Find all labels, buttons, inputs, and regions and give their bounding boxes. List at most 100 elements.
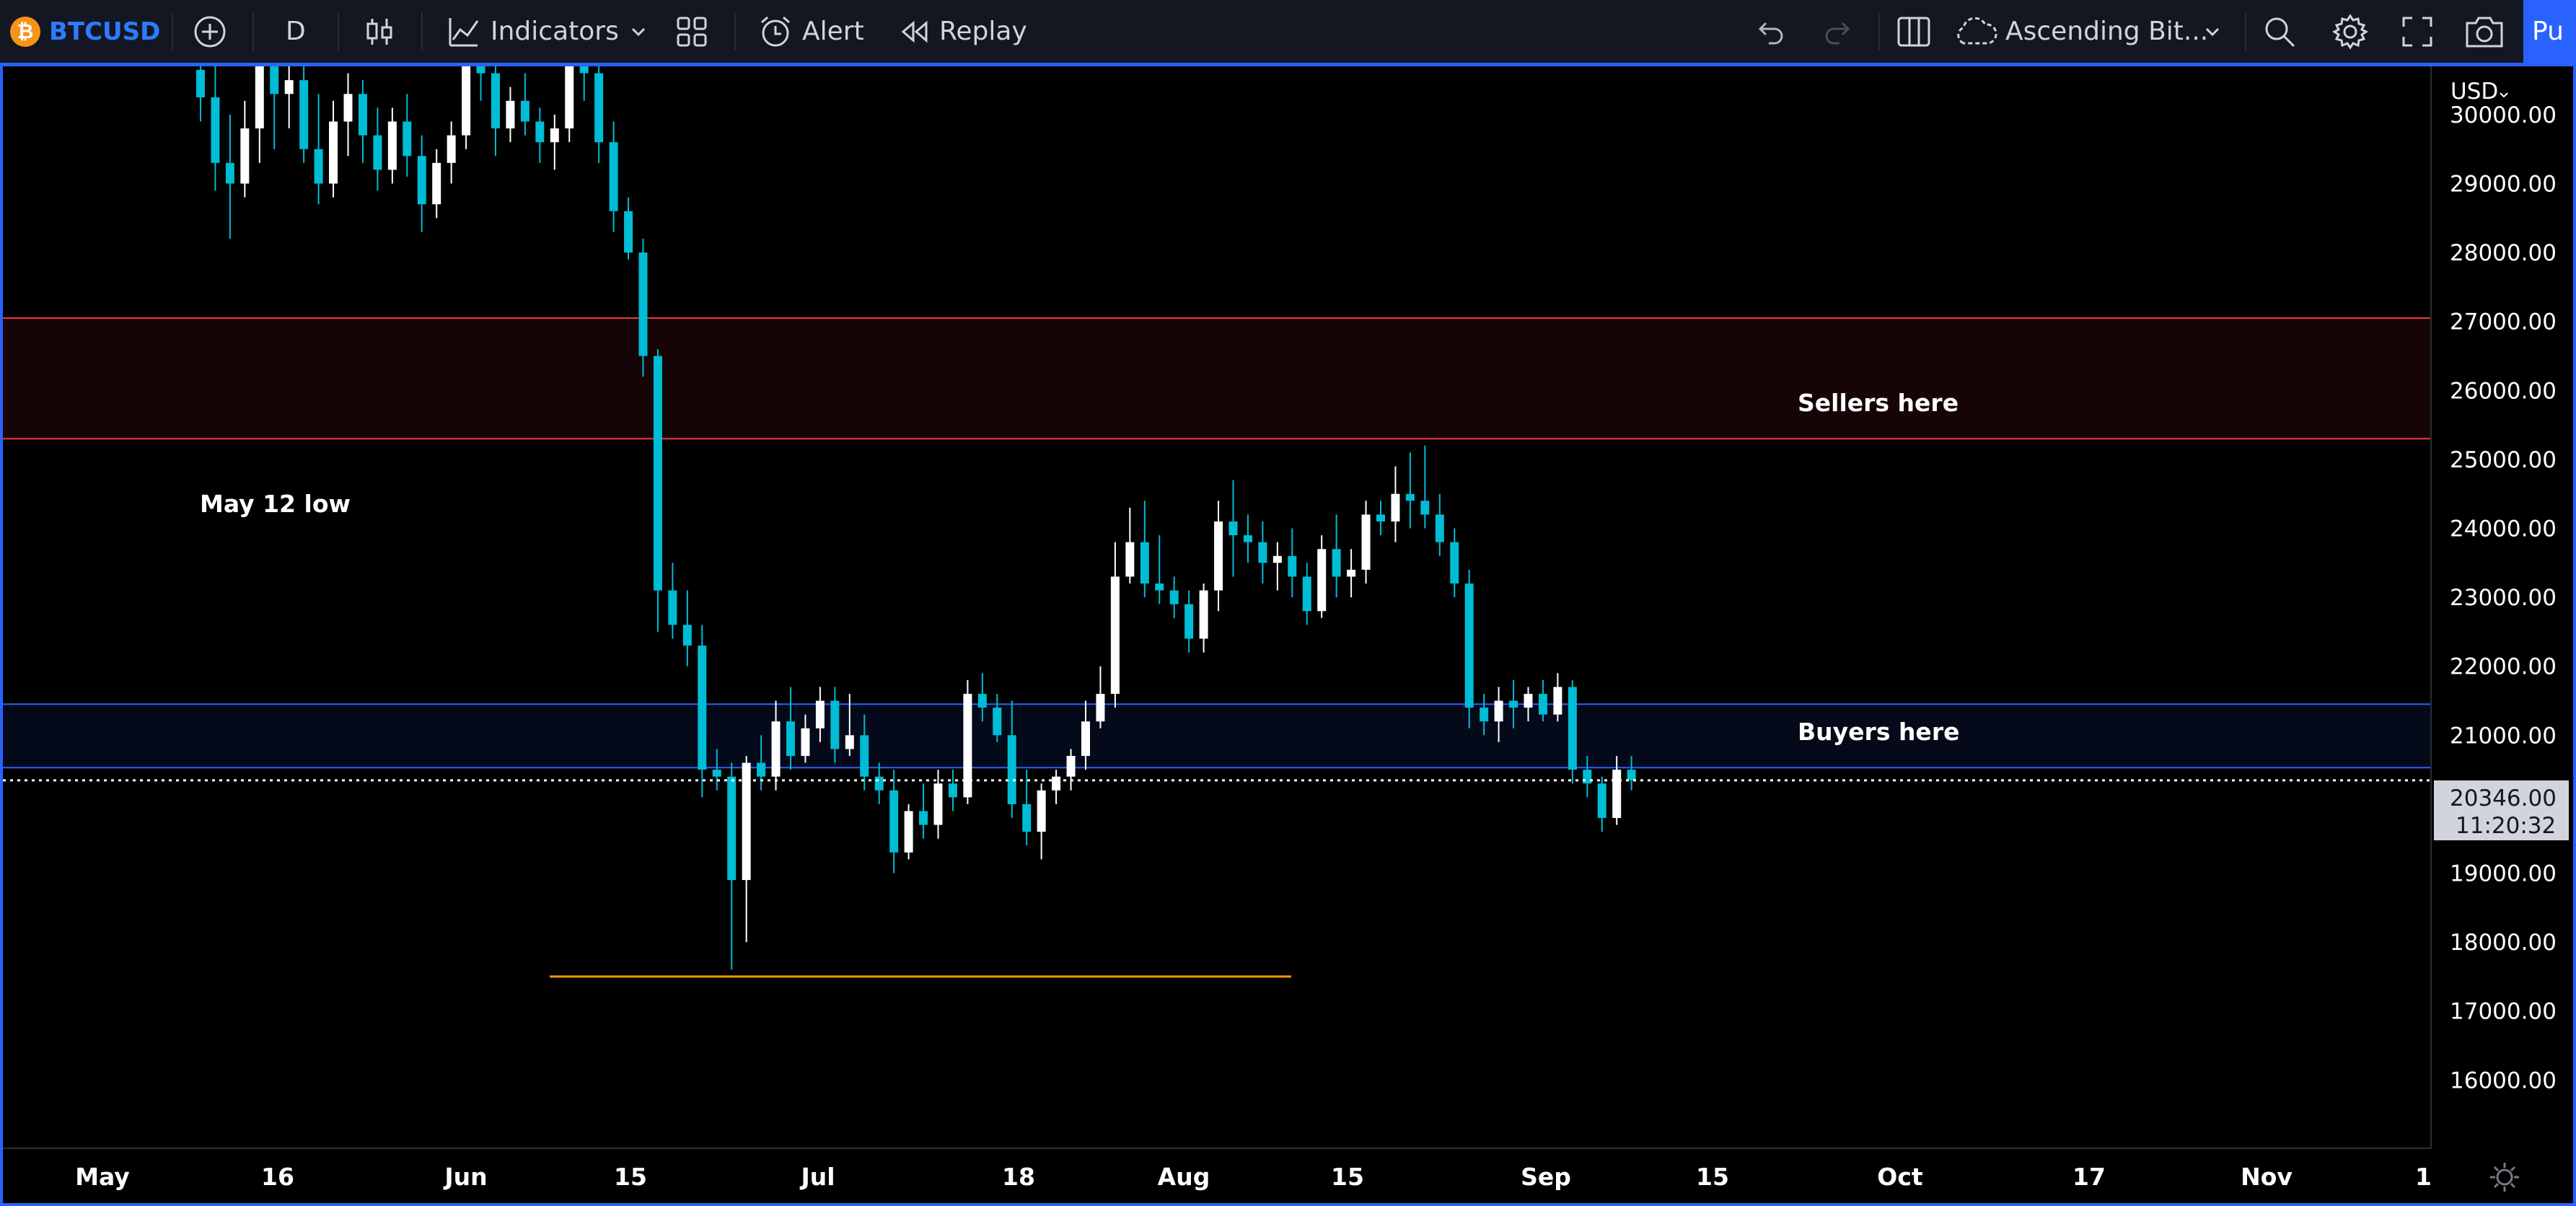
price-tick-label[interactable]: 26000.00 (2450, 378, 2557, 404)
price-tick-label[interactable]: 28000.00 (2450, 240, 2557, 266)
candle[interactable] (1096, 666, 1105, 729)
candle[interactable] (387, 107, 397, 184)
candle[interactable] (1524, 687, 1533, 722)
candle[interactable] (933, 770, 943, 839)
candle[interactable] (889, 770, 899, 873)
candle[interactable] (801, 714, 810, 763)
candle[interactable] (1155, 535, 1164, 604)
candle[interactable] (329, 100, 338, 198)
candle[interactable] (1007, 700, 1016, 819)
layout-name-button[interactable]: Ascending Bit... (1953, 0, 2208, 63)
candle[interactable] (1405, 452, 1415, 529)
chart-type-button[interactable] (362, 0, 397, 63)
add-symbol-button[interactable] (192, 0, 228, 63)
candle[interactable] (1612, 756, 1622, 825)
candle[interactable] (535, 107, 545, 163)
interval-button[interactable]: D (286, 0, 306, 63)
candle[interactable] (1435, 493, 1444, 556)
alert-button[interactable]: Alert (757, 0, 864, 63)
may-low-annotation[interactable]: May 12 low (200, 490, 351, 518)
candle[interactable] (491, 66, 500, 157)
candle[interactable] (1228, 480, 1238, 577)
indicators-button[interactable]: Indicators (446, 0, 619, 63)
candle[interactable] (1081, 700, 1090, 770)
candle[interactable] (1288, 528, 1297, 598)
candle[interactable] (815, 687, 825, 742)
candle[interactable] (742, 756, 751, 943)
time-tick-label[interactable]: Jun (443, 1163, 487, 1191)
candle[interactable] (1597, 776, 1606, 832)
candle[interactable] (993, 693, 1002, 742)
time-tick-label[interactable]: Nov (2241, 1163, 2293, 1191)
layout-dropdown[interactable] (2203, 0, 2222, 63)
candle[interactable] (1125, 507, 1135, 584)
time-tick-label[interactable]: 17 (2072, 1163, 2106, 1191)
time-tick-label[interactable]: 18 (1002, 1163, 1035, 1191)
zone-buyers[interactable] (3, 704, 2431, 768)
candle[interactable] (1214, 501, 1223, 612)
candle[interactable] (1480, 693, 1489, 736)
templates-button[interactable] (675, 0, 708, 63)
price-tick-label[interactable]: 23000.00 (2450, 585, 2557, 611)
price-tick-label[interactable]: 27000.00 (2450, 309, 2557, 335)
candle[interactable] (653, 348, 662, 632)
candle[interactable] (1258, 521, 1267, 584)
candle[interactable] (874, 762, 884, 804)
time-tick-label[interactable]: 15 (1696, 1163, 1729, 1191)
price-tick-label[interactable]: 16000.00 (2450, 1068, 2557, 1093)
candle[interactable] (211, 66, 220, 191)
currency-label[interactable]: USD (2450, 79, 2498, 105)
sellers-annotation[interactable]: Sellers here (1798, 389, 1959, 417)
candle[interactable] (948, 770, 957, 811)
undo-button[interactable] (1754, 0, 1786, 63)
candle[interactable] (594, 66, 604, 163)
candle[interactable] (196, 66, 205, 122)
candle[interactable] (1509, 679, 1518, 729)
candle[interactable] (358, 80, 367, 163)
publish-button[interactable]: Pu (2523, 0, 2576, 63)
candle[interactable] (963, 679, 972, 804)
price-tick-label[interactable]: 21000.00 (2450, 723, 2557, 749)
candle[interactable] (506, 87, 515, 143)
candle[interactable] (1494, 687, 1503, 742)
candle[interactable] (1140, 501, 1149, 598)
candle[interactable] (860, 714, 869, 791)
time-tick-label[interactable]: 15 (1331, 1163, 1364, 1191)
candle[interactable] (476, 66, 485, 101)
indicators-dropdown[interactable] (629, 0, 648, 63)
price-tick-label[interactable]: 29000.00 (2450, 172, 2557, 198)
candle[interactable] (520, 73, 529, 136)
time-tick-label[interactable]: May (75, 1163, 130, 1191)
candle[interactable] (1568, 679, 1577, 784)
candle[interactable] (417, 135, 426, 232)
candle[interactable] (1243, 514, 1252, 563)
candle[interactable] (550, 114, 559, 170)
time-tick-label[interactable]: Aug (1158, 1163, 1210, 1191)
candle[interactable] (638, 239, 648, 377)
time-tick-label[interactable]: 15 (2415, 1163, 2448, 1191)
candle[interactable] (255, 66, 264, 163)
candle[interactable] (284, 66, 294, 129)
candle[interactable] (919, 783, 928, 839)
candle[interactable] (1538, 679, 1547, 722)
candle[interactable] (1450, 528, 1459, 598)
price-tick-label[interactable]: 22000.00 (2450, 654, 2557, 680)
candle[interactable] (432, 149, 441, 219)
buyers-annotation[interactable]: Buyers here (1798, 718, 1959, 746)
candle[interactable] (314, 94, 323, 205)
price-tick-label[interactable]: 17000.00 (2450, 999, 2557, 1025)
price-tick-label[interactable]: 18000.00 (2450, 930, 2557, 956)
candle[interactable] (1376, 501, 1385, 536)
candle[interactable] (1391, 466, 1400, 542)
candle[interactable] (904, 804, 913, 860)
candle[interactable] (1169, 576, 1179, 618)
candle[interactable] (1317, 535, 1327, 618)
candle[interactable] (1022, 770, 1032, 846)
candle[interactable] (565, 66, 574, 143)
candle[interactable] (727, 762, 737, 970)
time-tick-label[interactable]: Sep (1521, 1163, 1571, 1191)
candle[interactable] (712, 749, 721, 791)
layout-button[interactable] (1896, 0, 1932, 63)
candle[interactable] (240, 100, 250, 198)
candle[interactable] (403, 94, 412, 177)
